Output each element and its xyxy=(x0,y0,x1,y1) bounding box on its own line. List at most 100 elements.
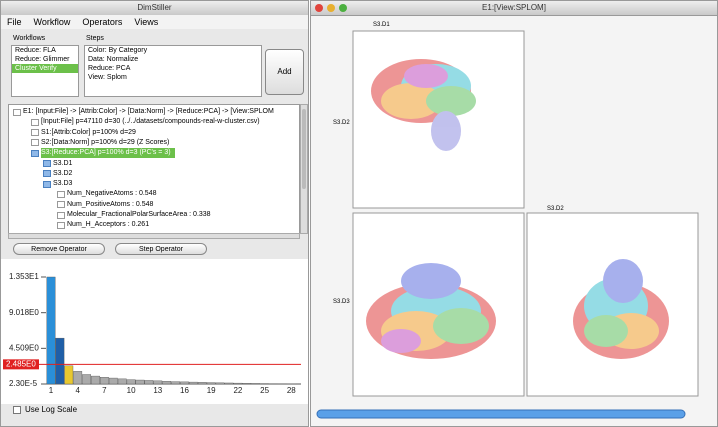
tree-item[interactable]: S2:[Data:Norm] p=100% d=29 (Z Scores) xyxy=(41,138,170,146)
plot-label: S3.D1 xyxy=(373,22,390,28)
bar xyxy=(64,365,74,385)
splom: S3.D1 S3.D2 S3.D3 S3.D2 xyxy=(315,4,699,419)
tree-item[interactable]: Num_PositiveAtoms : 0.548 xyxy=(67,200,154,208)
point-cloud xyxy=(366,263,496,359)
tree-item[interactable]: E1: [Input:File] -> [Attrib:Color] -> [D… xyxy=(23,108,274,115)
bar xyxy=(126,379,136,385)
y-tick-label: 1.353E1 xyxy=(9,272,39,281)
file-icon xyxy=(31,129,39,137)
y-tick-label: 4.509E0 xyxy=(9,343,39,352)
menu-bar: File Workflow Operators Views xyxy=(1,15,308,29)
window-title: DimStiller xyxy=(1,1,308,16)
tree-item[interactable]: S3.D1 xyxy=(53,159,73,167)
bar xyxy=(153,380,163,385)
window-title: E1:[View:SPLOM] xyxy=(311,1,717,16)
tree-hscrollbar[interactable] xyxy=(8,233,300,239)
y-tick-label: 2.30E-5 xyxy=(9,379,38,388)
plot-label: S3.D3 xyxy=(333,299,350,305)
minimize-button[interactable] xyxy=(327,4,335,12)
splom-window: E1:[View:SPLOM] xyxy=(310,0,718,427)
workflow-item[interactable]: Reduce: FLA xyxy=(15,47,56,54)
add-button[interactable]: Add xyxy=(265,49,304,95)
bar xyxy=(135,379,145,385)
tree-item[interactable]: S3.D2 xyxy=(53,169,73,177)
tree-item[interactable]: S3:[Reduce:PCA] p=100% d=3 (PC's = 3) xyxy=(41,148,175,159)
bar xyxy=(197,382,207,385)
file-icon xyxy=(31,139,39,147)
x-tick-label: 22 xyxy=(233,386,242,395)
remove-operator-button[interactable]: Remove Operator xyxy=(13,243,105,255)
x-tick-label: 7 xyxy=(102,386,107,395)
folder-icon xyxy=(31,149,39,157)
point-cloud xyxy=(573,259,669,359)
bar xyxy=(242,383,252,385)
plot-label: S3.D2 xyxy=(333,120,350,126)
step-item: Data: Normalize xyxy=(88,56,139,63)
bar xyxy=(233,382,243,385)
folder-icon xyxy=(43,180,51,188)
bar xyxy=(215,382,225,385)
menu-item[interactable]: Views xyxy=(134,17,159,27)
tree-item[interactable]: Num_NegativeAtoms : 0.548 xyxy=(67,190,157,198)
tree-scrollbar[interactable] xyxy=(300,104,308,234)
x-tick-label: 25 xyxy=(260,386,269,395)
steps-header: Steps xyxy=(86,35,104,42)
plot-label: S3.D2 xyxy=(547,206,564,212)
menu-item[interactable]: File xyxy=(7,17,22,27)
dimstiller-window: DimStiller File Workflow Operators Views Wo… xyxy=(0,0,309,427)
folder-icon xyxy=(43,160,51,167)
file-icon xyxy=(57,211,65,219)
tree-item[interactable]: Num_H_Acceptors : 0.261 xyxy=(67,221,150,229)
folder-icon xyxy=(43,170,51,178)
tree-item[interactable]: [Input:File] p=47110 d=30 (../../dataset… xyxy=(41,118,260,126)
file-icon xyxy=(31,118,39,126)
bar xyxy=(55,337,65,385)
bar xyxy=(180,381,189,385)
workflows-list: Reduce: FLA Reduce: Glimmer Cluster Verify xyxy=(11,45,79,97)
bar xyxy=(82,374,92,385)
horizontal-scrollbar[interactable] xyxy=(316,409,686,419)
menu-item[interactable]: Workflow xyxy=(33,17,71,27)
step-operator-button[interactable]: Step Operator xyxy=(115,243,207,255)
x-tick-label: 13 xyxy=(153,386,162,395)
bar xyxy=(224,382,234,385)
x-tick-label: 1 xyxy=(49,386,54,395)
steps-list: Color: By Category Data: Normalize Reduce:… xyxy=(84,45,262,97)
bar xyxy=(99,377,109,385)
x-tick-label: 16 xyxy=(180,386,189,395)
log-scale-label: Use Log Scale xyxy=(25,405,78,414)
zoom-button[interactable] xyxy=(339,4,347,12)
file-icon xyxy=(57,201,65,209)
workflow-item[interactable]: Reduce: Glimmer xyxy=(15,56,70,63)
bar xyxy=(162,381,172,385)
tree-item[interactable]: S3.D3 xyxy=(53,180,73,188)
x-tick-label: 28 xyxy=(287,386,296,395)
bar xyxy=(206,382,216,385)
x-tick-label: 10 xyxy=(127,386,136,395)
log-scale-checkbox[interactable] xyxy=(13,406,21,414)
file-icon xyxy=(57,190,65,198)
tree-item[interactable]: Molecular_FractionalPolarSurfaceArea : 0… xyxy=(67,211,211,218)
close-button[interactable] xyxy=(315,4,323,12)
bar xyxy=(188,381,198,385)
workflow-tree: E1: [Input:File] -> [Attrib:Color] -> [D… xyxy=(8,104,300,234)
y-tick-label: 9.018E0 xyxy=(9,308,39,317)
workflow-item[interactable]: Cluster Verify xyxy=(12,64,78,73)
threshold-label: 2.485E0 xyxy=(6,359,36,368)
file-icon xyxy=(13,108,21,116)
bar xyxy=(91,375,100,385)
x-tick-label: 4 xyxy=(75,386,80,395)
x-tick-label: 19 xyxy=(207,386,216,395)
file-icon xyxy=(57,221,65,229)
bar xyxy=(251,383,261,385)
step-item: Color: By Category xyxy=(88,47,148,54)
bar xyxy=(108,377,118,385)
tree-item[interactable]: S1:[Attrib:Color] p=100% d=29 xyxy=(41,128,136,136)
workflows-header: Workflows xyxy=(13,35,46,42)
menu-item[interactable]: Operators xyxy=(82,17,123,27)
step-item: View: Splom xyxy=(88,74,127,81)
scree-chart: 1.353E1 9.018E0 4.509E0 2.30E-5 1 4 7 10 13 16 19 2… xyxy=(1,259,308,404)
bar xyxy=(117,378,127,385)
scroll-thumb[interactable] xyxy=(302,109,306,189)
